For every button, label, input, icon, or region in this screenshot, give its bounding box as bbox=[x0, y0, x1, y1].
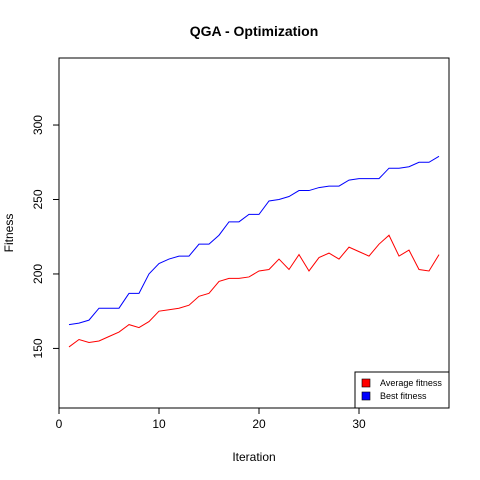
legend: Average fitness Best fitness bbox=[354, 371, 450, 409]
series-layer bbox=[68, 155, 440, 348]
x-tick-label: 10 bbox=[152, 417, 166, 431]
y-tick-label: 250 bbox=[31, 189, 45, 209]
x-tick-label: 0 bbox=[56, 417, 63, 431]
series-line-average-fitness bbox=[68, 234, 440, 348]
y-tick-label: 150 bbox=[31, 338, 45, 358]
y-axis: 150 200 250 300 bbox=[31, 115, 59, 358]
y-tick-label: 200 bbox=[31, 264, 45, 284]
x-tick-label: 20 bbox=[252, 417, 266, 431]
legend-label: Average fitness bbox=[380, 378, 442, 388]
legend-swatch bbox=[361, 391, 371, 401]
plot-border bbox=[58, 57, 450, 409]
x-axis-title: Iteration bbox=[232, 450, 275, 464]
legend-box bbox=[354, 371, 450, 409]
legend-label: Best fitness bbox=[380, 391, 427, 401]
y-tick-label: 300 bbox=[31, 115, 45, 135]
y-axis-title: Fitness bbox=[2, 214, 16, 253]
chart-title: QGA - Optimization bbox=[190, 23, 319, 39]
legend-swatch bbox=[361, 378, 371, 388]
x-tick-label: 30 bbox=[352, 417, 366, 431]
series-line-best-fitness bbox=[68, 155, 440, 326]
x-axis: 0 10 20 30 bbox=[56, 408, 366, 431]
